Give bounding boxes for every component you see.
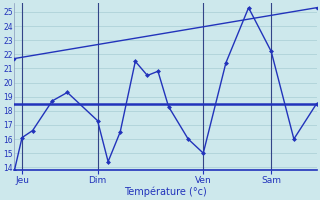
X-axis label: Température (°c): Température (°c) [124,186,207,197]
